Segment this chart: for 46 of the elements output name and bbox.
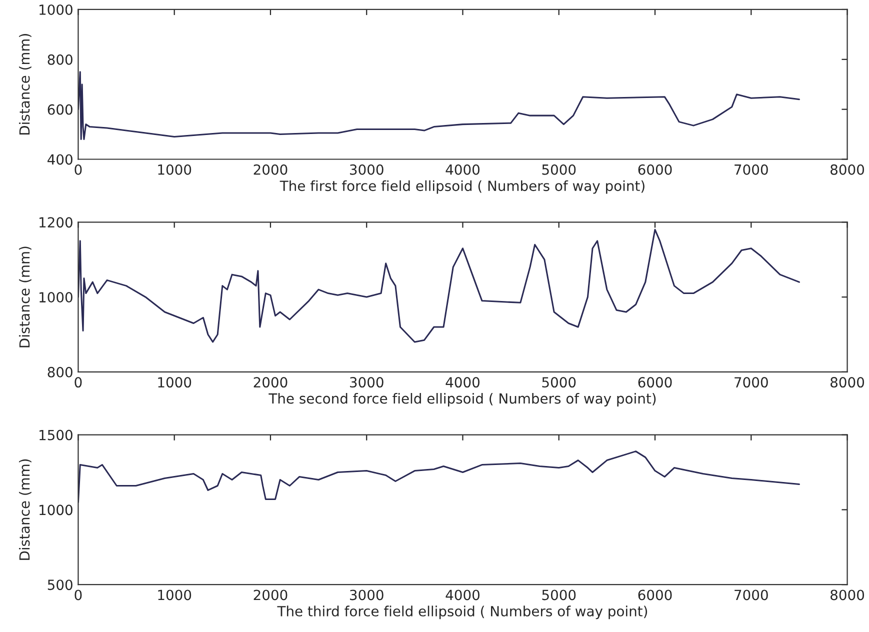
x-tick-label: 0 — [74, 164, 82, 175]
y-axis-title: Distance (mm) — [19, 34, 32, 135]
line-series — [78, 228, 800, 343]
x-tick-label: 2000 — [254, 590, 288, 600]
y-tick-label: 1200 — [40, 217, 72, 228]
x-tick-label: 6000 — [638, 164, 672, 175]
x-tick-label: 7000 — [734, 377, 768, 388]
x-tick-label: 5000 — [542, 164, 576, 175]
x-tick-label: 0 — [74, 377, 82, 388]
x-tick-label: 3000 — [350, 377, 384, 388]
x-tick-label: 1000 — [158, 164, 192, 175]
y-tick-label: 1000 — [40, 4, 72, 15]
x-tick-label: 6000 — [638, 590, 672, 600]
x-tick-label: 5000 — [542, 377, 576, 388]
y-axis-title: Distance (mm) — [19, 459, 32, 560]
y-tick-label: 1000 — [40, 292, 72, 303]
y-tick-label: 400 — [48, 154, 72, 165]
x-tick-label: 4000 — [446, 164, 480, 175]
y-tick-label: 1500 — [40, 430, 72, 440]
x-tick-label: 1000 — [158, 377, 192, 388]
line-series — [78, 450, 800, 503]
x-tick-label: 8000 — [830, 377, 864, 388]
y-tick-label: 1000 — [40, 504, 72, 516]
x-tick-label: 4000 — [446, 590, 480, 600]
y-tick-label: 600 — [48, 104, 72, 115]
x-axis-title: The second force field ellipsoid ( Numbers of way point) — [268, 393, 656, 406]
x-tick-label: 7000 — [734, 164, 768, 175]
x-tick-label: 7000 — [734, 590, 768, 600]
x-tick-label: 4000 — [446, 377, 480, 388]
y-tick-label: 800 — [48, 54, 72, 65]
x-tick-label: 2000 — [254, 377, 288, 388]
y-axis-title: Distance (mm) — [19, 246, 32, 348]
x-tick-label: 8000 — [830, 590, 864, 600]
y-tick-label: 800 — [48, 366, 72, 378]
x-axis-title: The third force field ellipsoid ( Numbers of way point) — [277, 606, 648, 620]
x-tick-label: 6000 — [638, 377, 672, 388]
x-tick-label: 3000 — [350, 590, 384, 600]
x-tick-label: 8000 — [830, 164, 864, 175]
line-series — [78, 71, 800, 140]
x-axis-title: The first force field ellipsoid ( Numbers of way point) — [280, 180, 644, 194]
y-tick-label: 500 — [48, 580, 72, 590]
x-tick-label: 1000 — [158, 590, 192, 600]
x-tick-label: 3000 — [350, 164, 384, 175]
x-tick-label: 0 — [74, 590, 82, 600]
x-tick-label: 2000 — [254, 164, 288, 175]
x-tick-label: 5000 — [542, 590, 576, 600]
